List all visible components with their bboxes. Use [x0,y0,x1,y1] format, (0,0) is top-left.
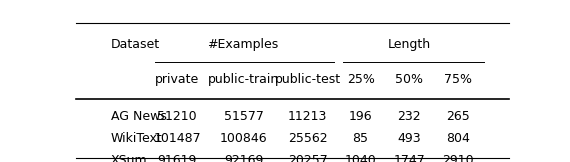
Text: 493: 493 [397,132,421,145]
Text: Length: Length [388,38,431,51]
Text: 25%: 25% [347,73,374,87]
Text: 265: 265 [446,110,470,123]
Text: 51577: 51577 [223,110,263,123]
Text: AG News: AG News [111,110,167,123]
Text: 91619: 91619 [157,154,197,162]
Text: XSum: XSum [111,154,148,162]
Text: 2910: 2910 [442,154,474,162]
Text: 51210: 51210 [157,110,197,123]
Text: 85: 85 [353,132,369,145]
Text: public-test: public-test [275,73,341,87]
Text: private: private [155,73,200,87]
Text: 804: 804 [446,132,470,145]
Text: 196: 196 [349,110,372,123]
Text: 11213: 11213 [288,110,327,123]
Text: 75%: 75% [444,73,472,87]
Text: 1747: 1747 [393,154,425,162]
Text: 92169: 92169 [224,154,263,162]
Text: 20257: 20257 [288,154,327,162]
Text: Dataset: Dataset [111,38,160,51]
Text: 232: 232 [397,110,421,123]
Text: 25562: 25562 [288,132,327,145]
Text: #Examples: #Examples [207,38,278,51]
Text: 1040: 1040 [345,154,376,162]
Text: public-train: public-train [208,73,279,87]
Text: 50%: 50% [395,73,423,87]
Text: 100846: 100846 [219,132,267,145]
Text: 101487: 101487 [153,132,201,145]
Text: WikiText: WikiText [111,132,163,145]
